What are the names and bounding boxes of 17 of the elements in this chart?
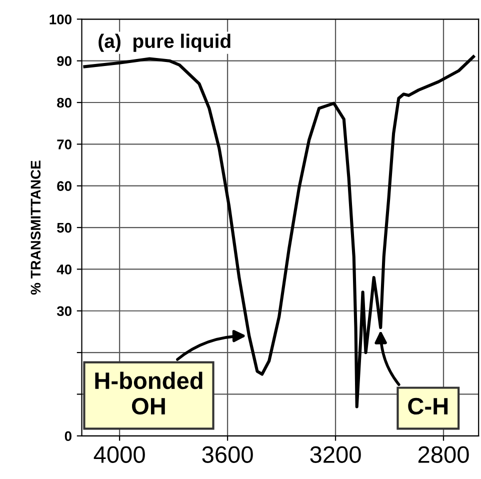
x-tick-label: 3200 xyxy=(310,446,361,463)
x-tick-label: 4000 xyxy=(94,446,145,463)
y-tick-label: 0 xyxy=(64,431,72,442)
y-tick-label: 80 xyxy=(57,98,72,108)
y-tick-label: 100 xyxy=(50,14,72,24)
x-tick-label: 2800 xyxy=(418,446,469,463)
annotation: C-H xyxy=(408,398,448,415)
y-axis-title: % TRANSMITTANCE xyxy=(30,160,41,295)
y-tick-label: 30 xyxy=(56,306,72,316)
annotation: (a) pure liquid xyxy=(98,34,230,52)
annotation: H-bonded OH xyxy=(95,372,202,415)
x-tick-label: 3600 xyxy=(202,446,253,463)
y-tick-label: 50 xyxy=(57,222,72,233)
y-tick-label: 40 xyxy=(56,264,72,274)
y-tick-label: 60 xyxy=(57,181,72,192)
y-tick-label: 70 xyxy=(57,140,72,150)
y-tick-label: 90 xyxy=(57,56,72,66)
